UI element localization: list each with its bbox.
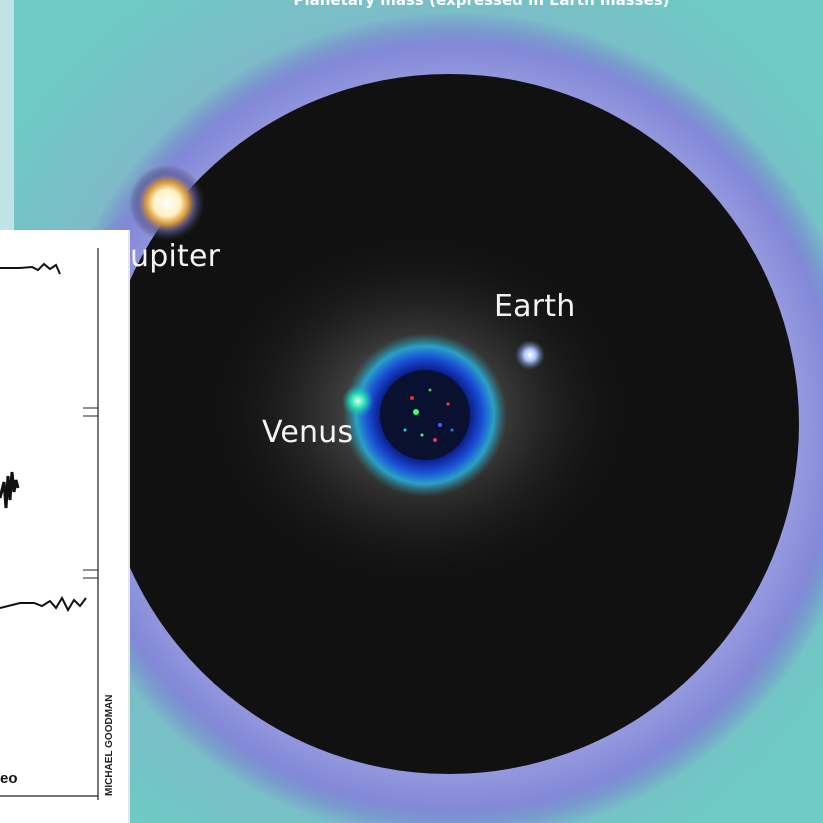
venus-label: Venus [262, 415, 354, 450]
jupiter-label: upiter [130, 239, 221, 274]
venus-core [380, 370, 470, 460]
trace-lower [0, 595, 87, 613]
overlay-traces [0, 248, 99, 800]
trace-middle [0, 471, 20, 509]
earth-label: Earth [494, 289, 576, 324]
earth-dot [515, 340, 545, 370]
venus-speckles [403, 388, 454, 442]
axis-label-fragment: eo [0, 770, 18, 787]
left-teal-strip [0, 0, 14, 230]
jupiter-dot [129, 165, 205, 241]
trace-top [0, 262, 61, 275]
venus-bright-spot [342, 385, 374, 417]
photo-credit: MICHAEL GOODMAN [104, 694, 115, 796]
overlay-plot-fragment: MICHAEL GOODMAN eo [0, 230, 130, 823]
image-caption: Planetary mass (expressed in Earth masse… [293, 0, 670, 9]
